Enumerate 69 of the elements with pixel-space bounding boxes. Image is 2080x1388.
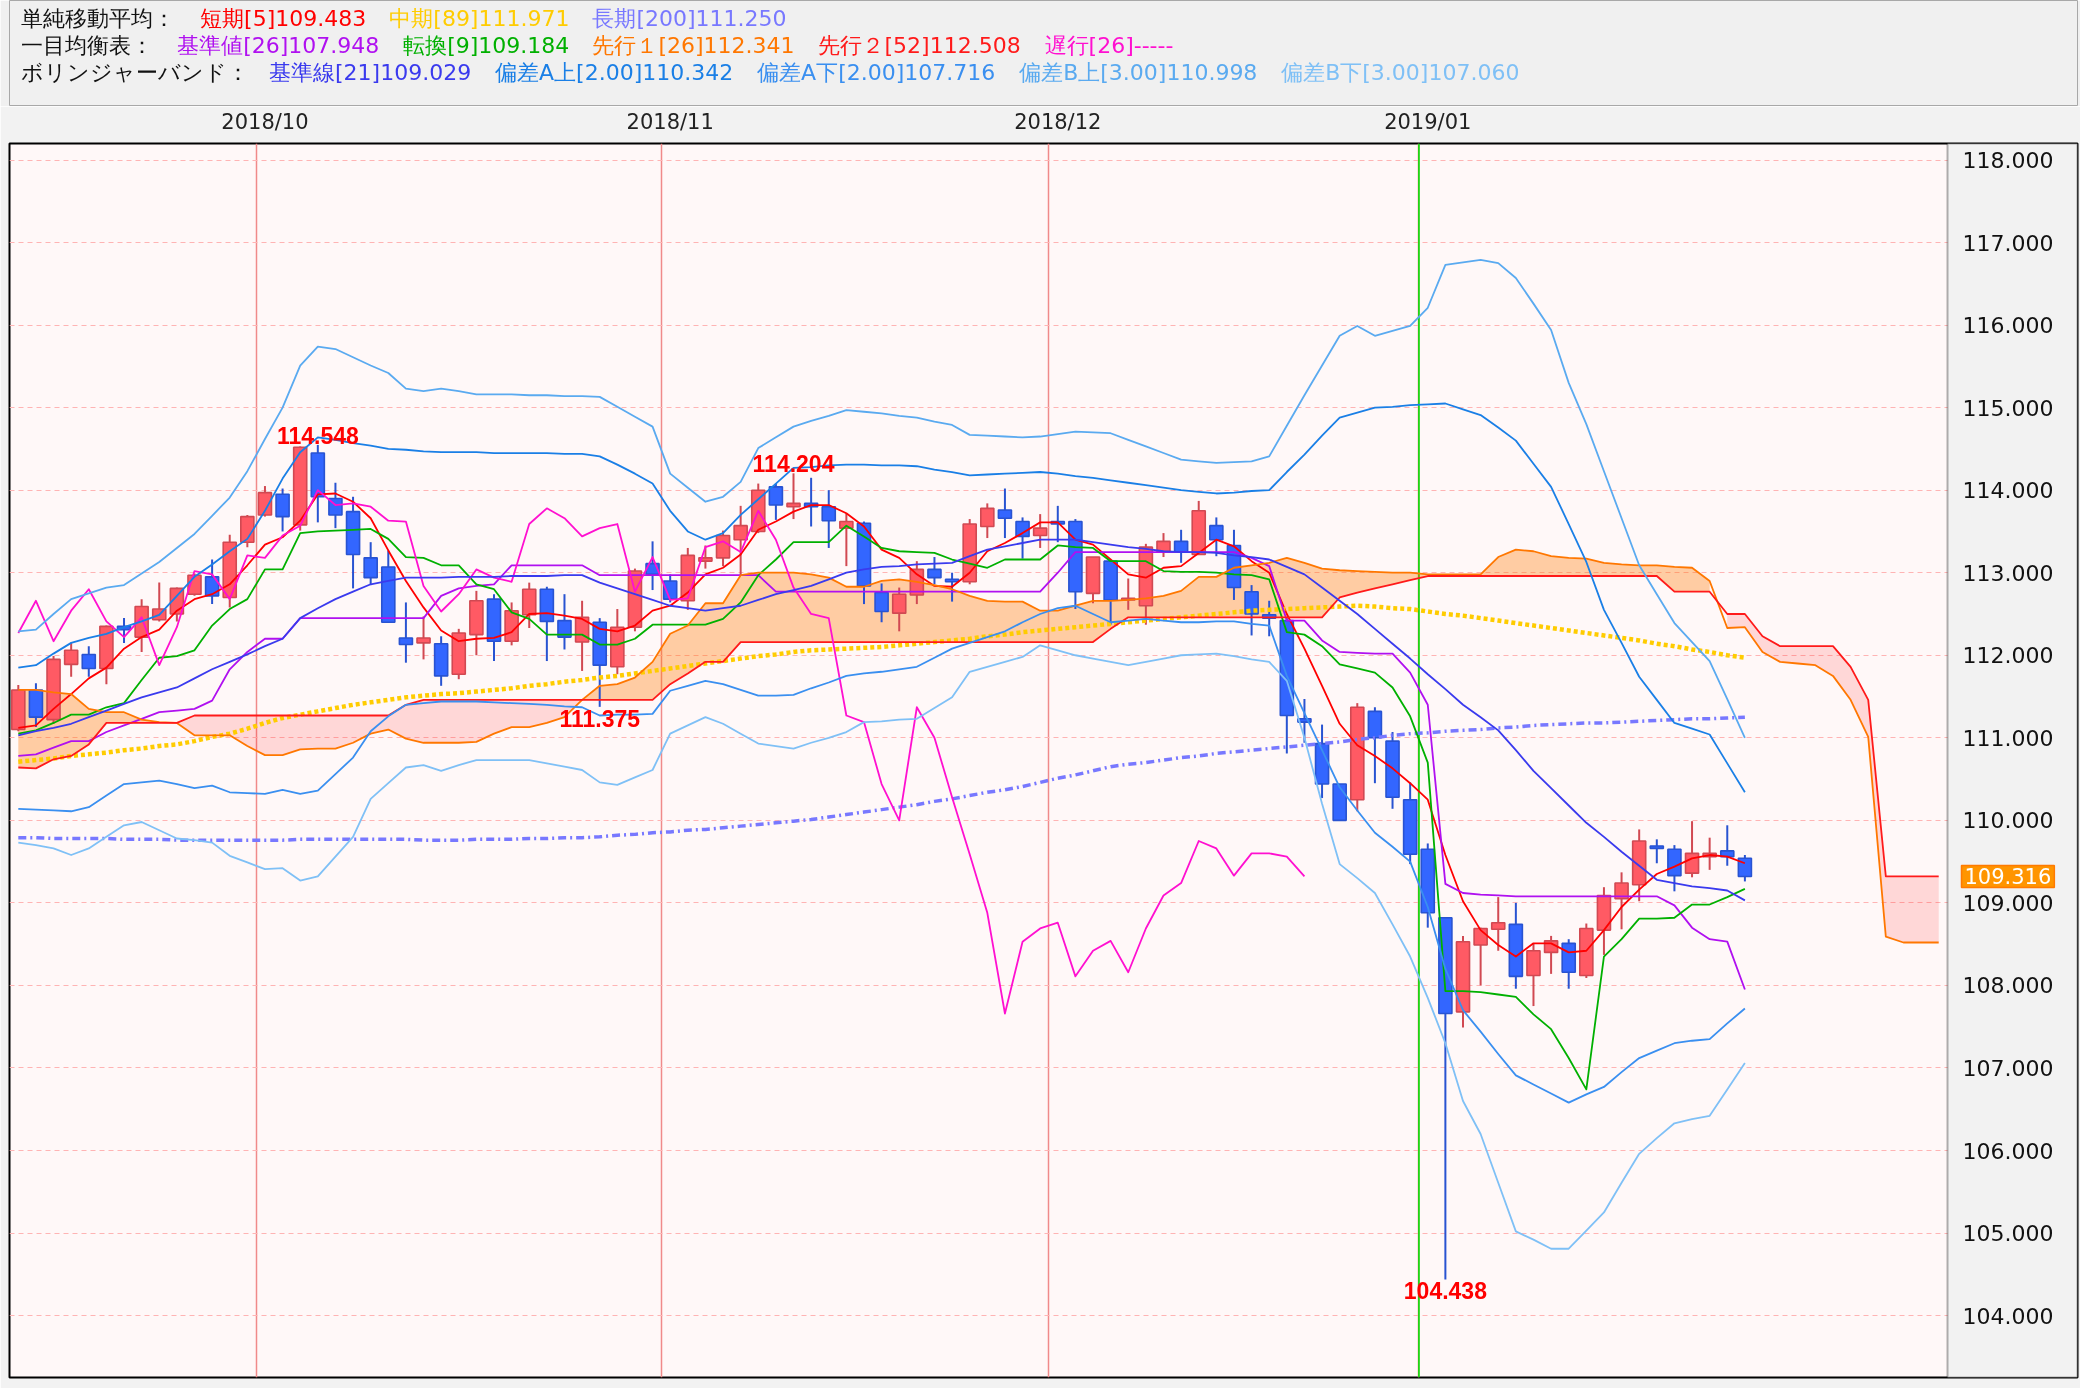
candlestick: [416, 615, 431, 661]
line-series: [17, 604, 1746, 1104]
line-series: [17, 575, 1940, 878]
candlestick: [979, 502, 995, 540]
y-tick-label: 118.000: [1962, 148, 2054, 174]
line-series: [17, 548, 1940, 944]
text: 先行２[52]112.508: [818, 33, 1021, 58]
candlestick: [1244, 584, 1259, 637]
x-tick-label: 2018/11: [626, 109, 714, 134]
candlestick: [1614, 871, 1629, 931]
candlestick: [874, 582, 889, 624]
candlestick: [81, 645, 97, 678]
x-tick-label: 2018/10: [221, 109, 309, 134]
x-tick-label: 2018/12: [1014, 109, 1102, 134]
x-tick-label: 2019/01: [1384, 109, 1472, 134]
text: 遅行[26]-----: [1044, 33, 1174, 58]
text: 転換[9]109.184: [403, 33, 570, 58]
candlestick: [927, 556, 942, 586]
y-tick-label: 105.000: [1962, 1221, 2054, 1247]
candlestick: [63, 641, 79, 678]
y-tick-label: 112.000: [1962, 643, 2054, 669]
text: 一目均衡表：: [21, 33, 154, 58]
line-series: [17, 644, 1746, 1250]
text: 長期[200]111.250: [592, 6, 787, 31]
text: 単純移動平均：: [21, 6, 176, 31]
annotation: 114.204: [752, 451, 835, 478]
candlestick: [1209, 516, 1224, 558]
y-tick-label: 106.000: [1962, 1138, 2054, 1164]
text: 基準線[21]109.029: [268, 60, 472, 85]
y-tick-label: 114.000: [1962, 478, 2054, 504]
line-series: [17, 402, 1746, 794]
y-tick-label: 109.000: [1962, 890, 2054, 916]
text: 偏差B上[3.00]110.998: [1019, 60, 1258, 85]
line-series: [17, 489, 1306, 1015]
text: 偏差B下[3.00]107.060: [1281, 60, 1520, 85]
y-tick-label: 111.000: [1962, 725, 2054, 751]
text: ボリンジャーバンド：: [21, 60, 250, 85]
text: 109.316: [1964, 865, 2052, 890]
text: 偏差A上[2.00]110.342: [495, 60, 734, 85]
text: 偏差A下[2.00]107.716: [757, 60, 996, 85]
candlestick: [1473, 926, 1488, 987]
y-tick-label: 107.000: [1962, 1055, 2054, 1081]
y-tick-label: 113.000: [1962, 560, 2054, 586]
y-tick-label: 116.000: [1962, 313, 2054, 339]
candlestick: [821, 489, 837, 549]
line-series: [17, 258, 1746, 739]
candlestick: [733, 504, 748, 577]
text: 短期[5]109.483: [200, 6, 367, 31]
candlestick: [768, 482, 784, 521]
y-tick-label: 117.000: [1962, 230, 2054, 256]
text: 基準値[26]107.948: [177, 33, 380, 58]
line-series: [17, 538, 1746, 902]
y-tick-label: 104.000: [1962, 1303, 2054, 1329]
candlestick: [1032, 513, 1048, 549]
candlestick: [698, 544, 713, 570]
text: 先行１[26]112.341: [592, 33, 795, 58]
text: 中期[89]111.971: [389, 6, 570, 31]
candlestick: [1649, 838, 1665, 865]
candlestick: [398, 601, 414, 664]
candlestick: [1490, 896, 1506, 952]
y-tick-label: 110.000: [1962, 808, 2054, 834]
candlestick: [557, 593, 572, 651]
candlestick: [997, 487, 1013, 540]
candlestick: [275, 487, 290, 533]
candlestick: [328, 481, 343, 530]
candlestick: [891, 586, 907, 633]
y-tick-label: 115.000: [1962, 395, 2054, 421]
y-tick-label: 108.000: [1962, 973, 2054, 999]
annotation: 114.548: [276, 422, 359, 449]
